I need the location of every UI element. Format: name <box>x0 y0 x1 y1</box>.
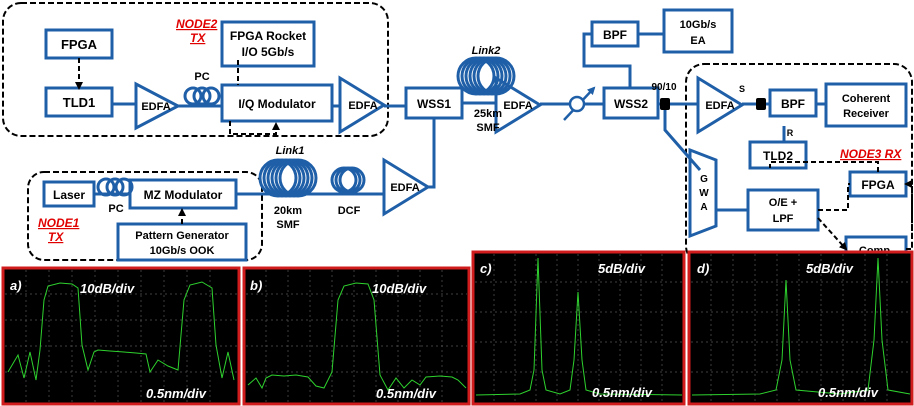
fpga-rx-label: FPGA <box>861 178 895 192</box>
pc-label-bottom: PC <box>108 203 123 215</box>
tld2-block <box>748 140 808 170</box>
pattern-generator-line2: 10Gb/s OOK <box>150 245 215 257</box>
tld1-label: TLD1 <box>63 95 96 110</box>
edfa4-label: EDFA <box>705 100 734 112</box>
edfa2-label: EDFA <box>348 100 377 112</box>
panel-b: b) 10dB/div 0.5nm/div <box>242 266 471 406</box>
panel-b-yscale: 10dB/div <box>372 281 427 296</box>
panel-c-label: c) <box>480 261 492 276</box>
panel-c-trace <box>475 257 683 396</box>
gwa-w: W <box>699 188 709 199</box>
bpf-rx-label: BPF <box>781 97 805 111</box>
gwa-g: G <box>700 174 708 185</box>
panel-c-xscale: 0.5nm/div <box>592 385 653 400</box>
s-port-label: S <box>739 84 745 94</box>
coupler-dot <box>756 98 766 110</box>
panel-a-frame <box>1 266 241 406</box>
panel-a-yscale: 10dB/div <box>80 281 135 296</box>
ea-line1: 10Gb/s <box>680 19 717 31</box>
panel-d-label: d) <box>697 261 709 276</box>
wss2-label: WSS2 <box>614 97 648 111</box>
panel-a-trace <box>7 281 235 381</box>
tld2-label: TLD2 <box>763 149 793 163</box>
edfa1-label: EDFA <box>141 101 170 113</box>
edfa-5 <box>382 157 431 217</box>
coherent-line2: Receiver <box>843 108 890 120</box>
panel-d-yscale: 5dB/div <box>806 261 854 276</box>
fpga-label: FPGA <box>61 37 98 52</box>
panel-a-label: a) <box>10 278 22 293</box>
link1-length: 20km <box>274 205 302 217</box>
iq-modulator-block <box>220 83 334 123</box>
link1-fiber: SMF <box>276 219 300 231</box>
panel-a: a) 10dB/div 0.5nm/div <box>1 266 241 406</box>
splitter-dot <box>660 98 670 110</box>
ea-block <box>662 8 734 54</box>
edfa-1 <box>134 81 182 131</box>
panel-b-label: b) <box>250 278 262 293</box>
node2-boundary <box>2 2 389 137</box>
dcf-label: DCF <box>338 205 361 217</box>
edfa-3 <box>494 75 543 135</box>
coherent-line1: Coherent <box>842 93 891 105</box>
gwa-block <box>688 147 718 239</box>
panel-c: c) 5dB/div 0.5nm/div <box>471 250 686 406</box>
node1-label: NODE1 <box>38 216 80 230</box>
split-ratio-label: 90/10 <box>651 82 676 93</box>
node2-sub: TX <box>190 31 206 45</box>
panel-c-frame <box>471 250 686 406</box>
panel-d: d) 5dB/div 0.5nm/div <box>687 250 914 406</box>
pattern-generator-line1: Pattern Generator <box>135 230 229 242</box>
panel-d-xscale: 0.5nm/div <box>818 385 879 400</box>
edfa5-label: EDFA <box>390 182 419 194</box>
fpga-rocket-line1: FPGA Rocket <box>230 29 306 43</box>
panel-d-trace <box>691 257 911 396</box>
laser-label: Laser <box>53 188 85 202</box>
link2-label: Link2 <box>472 45 501 57</box>
panel-b-frame <box>242 266 471 406</box>
ea-line2: EA <box>690 35 705 47</box>
node1-sub: TX <box>48 230 64 244</box>
r-port-label: R <box>787 128 794 138</box>
panel-c-yscale: 5dB/div <box>598 261 646 276</box>
attenuator-icon <box>568 95 586 113</box>
link2-length: 25km <box>474 108 502 120</box>
fpga-rocket-block <box>220 20 316 68</box>
link1-label: Link1 <box>276 145 305 157</box>
iq-modulator-label: I/Q Modulator <box>238 97 316 111</box>
mz-modulator-label: MZ Modulator <box>144 188 223 202</box>
bpf-label: BPF <box>603 28 627 42</box>
wss1-label: WSS1 <box>417 97 451 111</box>
gwa-a: A <box>700 202 707 213</box>
link2-fiber: SMF <box>476 122 500 134</box>
panel-a-xscale: 0.5nm/div <box>146 386 207 401</box>
fpga-rocket-line2: I/O 5Gb/s <box>242 45 295 59</box>
panel-b-xscale: 0.5nm/div <box>376 386 437 401</box>
node3-label: NODE3 RX <box>840 147 902 161</box>
oe-line2: LPF <box>773 213 794 225</box>
edfa3-label: EDFA <box>503 100 532 112</box>
panel-b-trace <box>247 282 467 391</box>
oe-line1: O/E + <box>769 197 797 209</box>
node2-label: NODE2 <box>176 17 218 31</box>
pc-label-top: PC <box>194 71 209 83</box>
